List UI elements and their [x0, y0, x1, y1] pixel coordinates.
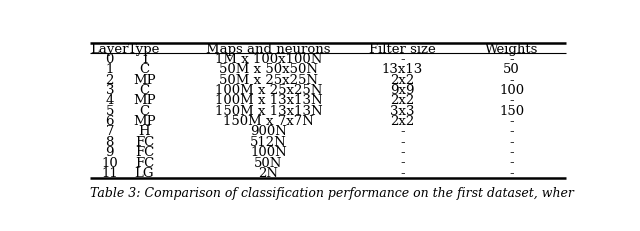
Text: Weights: Weights — [485, 43, 538, 55]
Text: -: - — [400, 53, 404, 66]
Text: -: - — [509, 73, 514, 86]
Text: 50N: 50N — [254, 156, 283, 169]
Text: 3: 3 — [106, 84, 114, 97]
Text: MP: MP — [133, 73, 156, 86]
Text: I: I — [142, 53, 147, 66]
Text: -: - — [509, 115, 514, 128]
Text: 2x2: 2x2 — [390, 73, 415, 86]
Text: -: - — [509, 94, 514, 107]
Text: 10: 10 — [101, 156, 118, 169]
Text: 2x2: 2x2 — [390, 115, 415, 128]
Text: Filter size: Filter size — [369, 43, 436, 55]
Text: H: H — [139, 125, 150, 138]
Text: 150M x 7x7N: 150M x 7x7N — [223, 115, 314, 128]
Text: 8: 8 — [106, 135, 114, 148]
Text: -: - — [509, 146, 514, 158]
Text: 11: 11 — [101, 166, 118, 179]
Text: Layer: Layer — [90, 43, 129, 55]
Text: Table 3: Comparison of classification performance on the first dataset, wher: Table 3: Comparison of classification pe… — [90, 187, 574, 200]
Text: -: - — [509, 166, 514, 179]
Text: C: C — [140, 104, 150, 117]
Text: FC: FC — [135, 146, 154, 158]
Text: -: - — [400, 125, 404, 138]
Text: 900N: 900N — [250, 125, 287, 138]
Text: 512N: 512N — [250, 135, 287, 148]
Text: 1: 1 — [106, 63, 114, 76]
Text: -: - — [509, 53, 514, 66]
Text: FC: FC — [135, 156, 154, 169]
Text: 9: 9 — [106, 146, 114, 158]
Text: LG: LG — [135, 166, 154, 179]
Text: MP: MP — [133, 94, 156, 107]
Text: 2: 2 — [106, 73, 114, 86]
Text: MP: MP — [133, 115, 156, 128]
Text: C: C — [140, 84, 150, 97]
Text: Maps and neurons: Maps and neurons — [206, 43, 331, 55]
Text: 6: 6 — [106, 115, 114, 128]
Text: 2x2: 2x2 — [390, 94, 415, 107]
Text: 150: 150 — [499, 104, 524, 117]
Text: 100N: 100N — [250, 146, 287, 158]
Text: 50: 50 — [503, 63, 520, 76]
Text: 50M x 25x25N: 50M x 25x25N — [219, 73, 318, 86]
Text: -: - — [509, 125, 514, 138]
Text: C: C — [140, 63, 150, 76]
Text: 0: 0 — [106, 53, 114, 66]
Text: 13x13: 13x13 — [382, 63, 423, 76]
Text: 100M x 25x25N: 100M x 25x25N — [215, 84, 322, 97]
Text: -: - — [400, 156, 404, 169]
Text: 50M x 50x50N: 50M x 50x50N — [219, 63, 318, 76]
Text: 1M x 100x100N: 1M x 100x100N — [215, 53, 322, 66]
Text: 4: 4 — [106, 94, 114, 107]
Text: 2N: 2N — [259, 166, 278, 179]
Text: 100M x 13x13N: 100M x 13x13N — [214, 94, 323, 107]
Text: -: - — [509, 156, 514, 169]
Text: 9x9: 9x9 — [390, 84, 415, 97]
Text: 5: 5 — [106, 104, 114, 117]
Text: -: - — [400, 146, 404, 158]
Text: -: - — [509, 135, 514, 148]
Text: FC: FC — [135, 135, 154, 148]
Text: -: - — [400, 166, 404, 179]
Text: 100: 100 — [499, 84, 524, 97]
Text: 150M x 13x13N: 150M x 13x13N — [214, 104, 323, 117]
Text: 3x3: 3x3 — [390, 104, 415, 117]
Text: Type: Type — [128, 43, 161, 55]
Text: 7: 7 — [106, 125, 114, 138]
Text: -: - — [400, 135, 404, 148]
